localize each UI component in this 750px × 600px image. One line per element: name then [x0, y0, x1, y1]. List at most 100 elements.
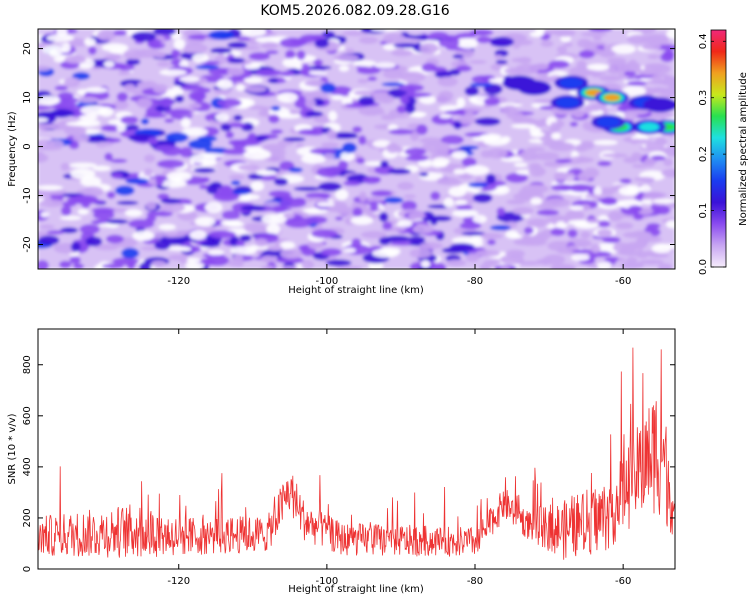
spectrogram-cell: [455, 32, 477, 39]
snr-background: [38, 329, 675, 569]
spectrogram-cell: [60, 227, 78, 234]
spectrogram-cell: [72, 72, 90, 81]
spectrogram-cell: [624, 263, 645, 269]
spectrogram-cell: [265, 50, 279, 55]
spectrogram-cell: [577, 38, 592, 48]
spectrogram-cell: [580, 140, 594, 148]
spectrogram-cell: [116, 200, 139, 205]
spectrogram-cell: [301, 154, 326, 164]
spectrogram-cell: [271, 105, 281, 112]
spectrogram-cell: [412, 34, 431, 40]
spectrogram-cell: [624, 70, 637, 77]
spectrogram-cell: [179, 76, 200, 82]
spectrogram-cell: [618, 186, 640, 196]
spectrogram-cell: [651, 243, 672, 254]
spectrogram-frame: [37, 28, 676, 270]
spectrogram-cell: [60, 162, 70, 171]
spectrogram-cell: [72, 195, 98, 204]
spectrogram-cell: [341, 142, 357, 154]
spectrogram-cell: [352, 126, 363, 133]
spectrogram-cell: [280, 248, 303, 259]
spectrogram-cell: [151, 260, 167, 267]
spectrogram-cell: [528, 162, 542, 170]
spectrogram-cell: [63, 77, 81, 88]
spectrogram-cell: [64, 126, 87, 136]
spectrogram-cell: [591, 70, 602, 78]
spectrogram-cell: [405, 155, 429, 162]
spectrogram-cell: [236, 84, 245, 91]
spectrogram-cell: [325, 259, 352, 267]
spectrogram-cell: [311, 229, 338, 239]
spectrogram-cell: [217, 98, 242, 108]
spectrogram-cell: [121, 247, 140, 259]
spectrogram-cell: [145, 201, 157, 210]
snr-panel: -120 -100 -80 -60 0 200 400 600 800 Height of st…: [7, 328, 676, 595]
spectrogram-cell: [335, 216, 343, 221]
spectrogram-cell: [543, 198, 571, 208]
spectrogram-cell: [120, 115, 139, 125]
spectrogram-cell: [331, 94, 344, 101]
spectrogram-cell: [668, 83, 675, 89]
spectrogram-cell: [548, 142, 575, 152]
spectrogram-cell: [550, 263, 576, 269]
spectrogram-cell: [432, 96, 453, 103]
spectrogram-cell: [244, 77, 263, 84]
spectrogram-cell: [238, 164, 260, 171]
snr-x-label: Height of straight line (km): [288, 584, 424, 595]
spectrogram-cell: [38, 117, 49, 123]
spectrogram-cell: [369, 201, 379, 212]
spectrogram-cell: [260, 41, 279, 50]
spectrogram-cell: [174, 95, 185, 103]
figure-title: KOM5.2026.082.09.28.G16: [260, 3, 449, 19]
spectrogram-cell: [571, 254, 590, 261]
x-tick-label: -100: [316, 276, 339, 287]
spectrogram-cell: [625, 138, 652, 143]
spectrogram-cell: [208, 30, 235, 40]
spectrogram-cell: [256, 169, 277, 176]
spectrogram-cell: [228, 174, 246, 180]
spectrogram-cell: [548, 60, 570, 69]
colorbar-scale: [710, 29, 727, 268]
spectrogram-hotspot: [555, 97, 580, 108]
spectrogram-cell: [580, 31, 608, 37]
spectrogram-cell: [452, 209, 479, 218]
spectrogram-cell: [378, 236, 391, 246]
spectrogram-cell: [485, 173, 496, 184]
spectrogram-cell: [112, 100, 129, 110]
spectrogram-cell: [599, 203, 619, 209]
spectrogram-cell: [479, 232, 503, 240]
spectrogram-cell: [248, 105, 268, 110]
x-tick-label: -60: [615, 276, 631, 287]
spectrogram-cell: [38, 260, 49, 269]
spectrogram-cell: [328, 110, 338, 122]
colorbar-tick-label: 0.1: [698, 203, 709, 219]
spectrogram-cell: [560, 185, 572, 191]
y-tick-label: -10: [22, 187, 33, 203]
spectrogram-cell: [599, 187, 615, 196]
spectrogram-cell: [512, 207, 534, 215]
spectrogram-cell: [320, 142, 340, 148]
spectrogram-cell: [285, 49, 296, 60]
y-tick-label: 10: [22, 91, 33, 104]
spectrogram-hotspot: [502, 75, 537, 91]
spectrogram-cell: [60, 205, 72, 216]
y-tick-label: 0: [22, 143, 33, 149]
spectrogram-cell: [233, 114, 243, 121]
spectrogram-cell: [382, 221, 393, 230]
snr-frame: [37, 328, 676, 570]
spectrogram-cell: [572, 249, 595, 254]
spectrogram-cell: [386, 142, 400, 154]
spectrogram-cell: [451, 150, 468, 159]
spectrogram-cell: [448, 186, 467, 197]
spectrogram-cell: [180, 85, 205, 91]
spectrogram-cell: [70, 241, 81, 252]
spectrogram-cell: [573, 147, 587, 152]
spectrogram-cell: [38, 65, 51, 72]
spectrogram-cell: [104, 152, 113, 161]
spectrogram-cell: [154, 144, 177, 152]
spectrogram-cell: [124, 83, 136, 93]
x-tick-label: -120: [167, 576, 190, 587]
spectrogram-cell: [261, 143, 287, 152]
spectrogram-cell: [515, 65, 524, 75]
spectrogram-cell: [372, 140, 391, 148]
